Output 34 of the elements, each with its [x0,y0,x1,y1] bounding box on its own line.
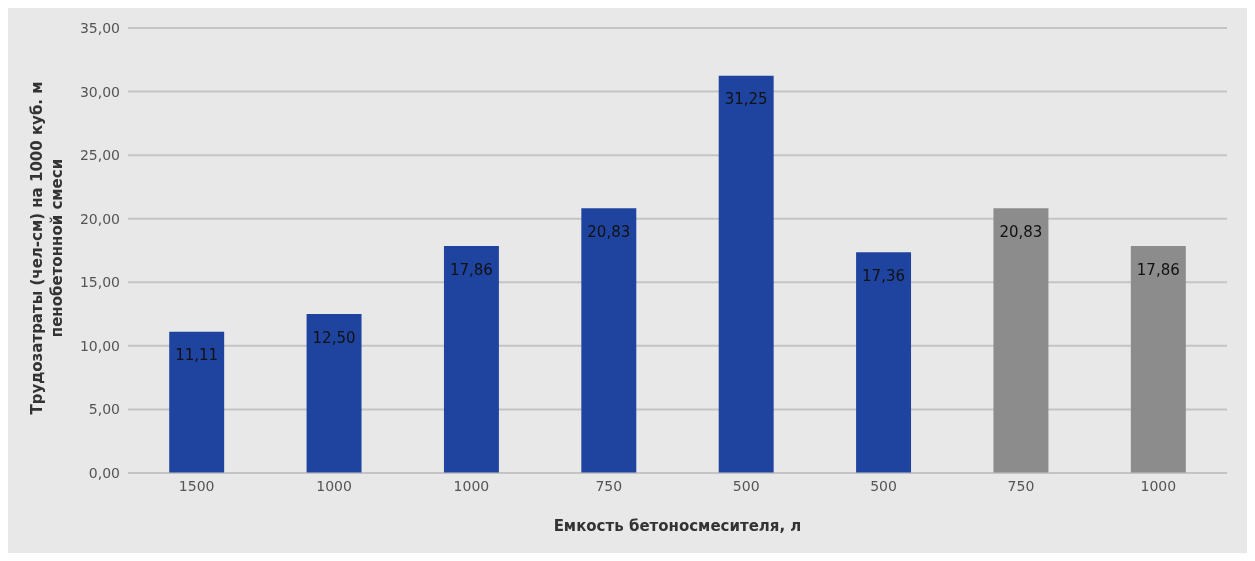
data-label: 31,25 [724,90,768,109]
data-label: 20,83 [999,222,1043,241]
x-tick-label: 750 [1007,477,1035,494]
bar [306,314,362,473]
data-label: 20,83 [587,222,631,241]
x-tick-label: 500 [870,477,897,494]
y-axis-title: Трудозатраты (чел-см) на 1000 куб. м пенобетонной смеси [27,80,67,417]
y-tick-label: 35,00 [79,19,120,36]
bar [581,208,637,473]
data-label: 11,11 [175,346,219,365]
y-tick-label: 15,00 [79,274,120,291]
x-tick-label: 1000 [1140,477,1177,494]
x-tick-label: 1000 [316,477,352,494]
x-axis-title: Емкость бетоносмесителя, л [553,517,802,535]
y-tick-label: 20,00 [79,210,120,227]
y-tick-label: 0,00 [88,464,120,481]
bar [169,331,225,473]
x-tick-label: 500 [732,477,760,494]
y-tick-label: 10,00 [79,337,120,354]
data-label: 17,36 [862,266,906,285]
data-label: 12,50 [312,328,356,347]
y-tick-label: 25,00 [79,147,120,164]
x-tick-label: 750 [595,477,623,494]
bar [993,208,1049,473]
x-tick-label: 1000 [453,477,490,494]
bar [1130,245,1186,473]
x-tick-label: 1500 [178,477,215,494]
y-tick-label: 30,00 [79,83,120,100]
data-label: 17,86 [449,260,493,279]
y-tick-label: 5,00 [88,401,120,418]
bar [718,75,774,473]
bar [856,252,912,473]
data-label: 17,86 [1136,260,1180,279]
bar [443,245,499,473]
